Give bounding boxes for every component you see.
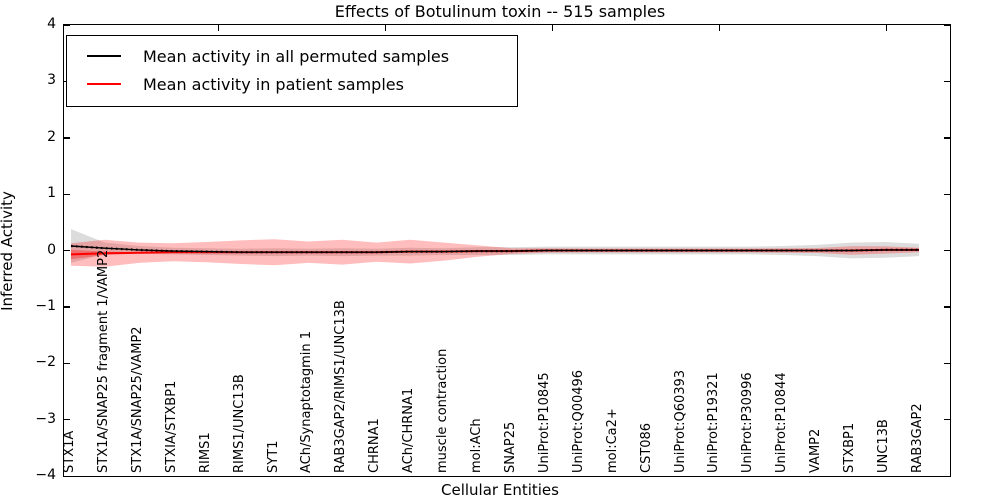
x-tick-mark: [885, 25, 887, 31]
x-tick-label: mol:Ca2+: [604, 408, 620, 473]
y-tick-mark: [944, 24, 950, 26]
x-tick-label: UniProt:P19321: [706, 372, 722, 473]
x-tick-label: CST086: [638, 422, 654, 473]
legend-item-permuted: Mean activity in all permuted samples: [77, 42, 507, 70]
y-tick-mark: [64, 24, 70, 26]
chart-canvas: [70, 229, 919, 267]
x-axis-label: Cellular Entities: [441, 481, 559, 499]
x-tick-mark: [551, 25, 553, 31]
x-tick-label: STXIA/STXBP1: [163, 380, 179, 473]
y-tick-label: −1: [35, 297, 56, 314]
x-tick-label: ACh/CHRNA1: [401, 387, 417, 473]
y-tick-label: 4: [47, 16, 56, 32]
y-tick-mark: [64, 306, 70, 308]
x-tick-label: UniProt:P10845: [536, 372, 552, 473]
x-tick-label: RAB3GAP2/RIMS1/UNC13B: [333, 300, 349, 473]
x-tick-label: VAMP2: [808, 428, 824, 473]
x-tick-label: UniProt:P10844: [774, 372, 790, 473]
band-permuted: [71, 229, 919, 263]
y-tick-mark: [944, 80, 950, 83]
x-tick-label: RIMS1: [197, 432, 213, 473]
legend: Mean activity in all permuted samples Me…: [66, 35, 518, 107]
x-tick-label: RIMS1/UNC13B: [231, 374, 247, 473]
y-tick-label: −2: [35, 354, 56, 371]
x-tick-label: UniProt:Q60393: [672, 369, 688, 473]
x-tick-label: STX1A/SNAP25/VAMP2: [129, 326, 145, 473]
x-tick-label: UniProt:P30996: [740, 372, 756, 473]
y-tick-label: 0: [47, 241, 56, 258]
y-tick-mark: [944, 475, 950, 477]
band-patient: [71, 239, 919, 267]
x-tick-label: UniProt:Q00496: [570, 369, 586, 473]
x-tick-label: SYT1: [265, 440, 281, 473]
y-tick-mark: [64, 362, 70, 365]
y-tick-mark: [944, 362, 950, 365]
y-tick-mark: [944, 306, 950, 308]
y-tick-label: 1: [47, 185, 56, 202]
y-tick-mark: [944, 193, 950, 195]
permuted-line-swatch: [87, 55, 121, 57]
patient-line-swatch: [87, 83, 121, 85]
legend-item-label: Mean activity in patient samples: [143, 74, 404, 94]
x-tick-label: mol:ACh: [469, 418, 485, 473]
legend-item-label: Mean activity in all permuted samples: [143, 46, 450, 66]
y-tick-mark: [64, 475, 70, 477]
x-tick-label: STX1A/SNAP25 fragment 1/VAMP2: [95, 249, 111, 473]
x-tick-label: muscle contraction: [435, 348, 451, 473]
y-tick-label: 3: [47, 72, 56, 89]
x-tick-label: ACh/Synaptotagmin 1: [299, 330, 315, 473]
legend-item-patient: Mean activity in patient samples: [77, 70, 507, 98]
y-tick-mark: [64, 419, 70, 421]
y-tick-mark: [64, 137, 70, 139]
y-tick-mark: [64, 193, 70, 195]
x-tick-mark: [217, 25, 219, 31]
y-tick-mark: [944, 419, 950, 421]
x-tick-label: RAB3GAP2: [910, 403, 925, 473]
x-tick-label: UNC13B: [876, 419, 892, 473]
y-tick-label: −4: [35, 467, 56, 483]
x-tick-mark: [718, 25, 720, 31]
x-tick-label: STX1A: [62, 430, 77, 473]
y-tick-mark: [64, 250, 70, 252]
x-tick-label: STXBP1: [842, 422, 858, 473]
x-tick-label: CHRNA1: [367, 418, 383, 473]
sample-dot-markers: [70, 244, 919, 254]
y-tick-mark: [944, 137, 950, 139]
y-tick-label: 2: [47, 128, 56, 145]
y-tick-mark: [944, 250, 950, 252]
y-tick-label: −3: [35, 410, 56, 427]
chart-title: Effects of Botulinum toxin -- 515 sample…: [334, 2, 666, 21]
x-tick-mark: [384, 25, 386, 31]
x-tick-label: SNAP25: [502, 421, 518, 473]
